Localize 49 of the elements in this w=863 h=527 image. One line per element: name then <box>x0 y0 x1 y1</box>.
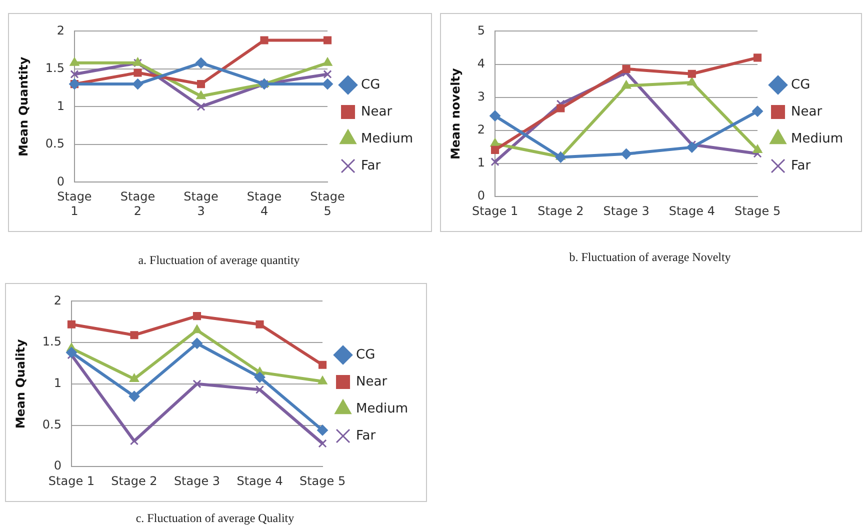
x-tick-label: Stage 5 <box>734 204 781 218</box>
y-axis-title: Mean novelty <box>448 68 462 160</box>
text: c. Fluctuation of average Quality <box>134 511 296 526</box>
legend-label: Near <box>356 374 388 390</box>
legend-label: Far <box>361 158 382 174</box>
x-tick-label: Stage 2 <box>538 204 584 218</box>
y-tick-label: 1.5 <box>45 61 64 76</box>
x-tick-label: Stage 3 <box>184 190 218 218</box>
legend-label: Near <box>361 104 393 120</box>
x-tick-label: Stage 3 <box>174 474 220 488</box>
x-tick-label: Stage 4 <box>668 204 715 218</box>
x-tick-label: Stage 2 <box>120 190 156 218</box>
legend-label: Near <box>791 104 823 120</box>
y-tick-label: 0 <box>54 458 62 473</box>
y-axis-title: Mean Quantity <box>16 56 30 157</box>
text: b. Fluctuation of average Novelty <box>568 250 732 265</box>
legend-label: Medium <box>791 131 844 146</box>
text: a. Fluctuation of average quantity <box>137 253 301 268</box>
y-tick-label: 1 <box>56 98 64 113</box>
y-tick-label: 1 <box>54 376 62 390</box>
legend-label: Medium <box>361 131 414 146</box>
legend-label: CG <box>361 77 380 92</box>
y-tick-label: 1.5 <box>42 334 62 349</box>
y-tick-label: 2 <box>54 293 62 308</box>
y-tick-label: 3 <box>477 89 486 104</box>
x-tick-label: Stage 4 <box>236 474 283 488</box>
x-tick-label: Stage 1 <box>48 474 95 488</box>
legend-label: CG <box>356 347 376 362</box>
legend-label: Medium <box>356 401 408 416</box>
y-tick-label: 0 <box>477 188 486 203</box>
y-tick-label: 2 <box>477 122 486 137</box>
legend-label: Far <box>791 158 812 174</box>
y-tick-label: 0.5 <box>42 417 62 432</box>
x-tick-label: Stage 4 <box>246 190 282 218</box>
x-tick-label: Stage 5 <box>310 190 345 218</box>
x-tick-label: Stage 1 <box>472 204 518 218</box>
x-tick-label: Stage 3 <box>603 204 650 218</box>
y-tick-label: 5 <box>477 23 486 38</box>
x-tick-label: Stage 2 <box>111 474 158 488</box>
y-tick-label: 1 <box>477 156 486 170</box>
y-axis-title: Mean Quality <box>13 338 28 429</box>
legend-label: Far <box>356 428 376 444</box>
y-tick-label: 0.5 <box>45 136 64 151</box>
x-tick-label: Stage 5 <box>299 474 346 488</box>
x-tick-label: Stage 1 <box>57 190 92 218</box>
y-tick-label: 2 <box>56 23 64 38</box>
y-tick-label: 0 <box>56 174 64 188</box>
legend-label: CG <box>791 77 810 92</box>
y-tick-label: 4 <box>477 56 486 70</box>
